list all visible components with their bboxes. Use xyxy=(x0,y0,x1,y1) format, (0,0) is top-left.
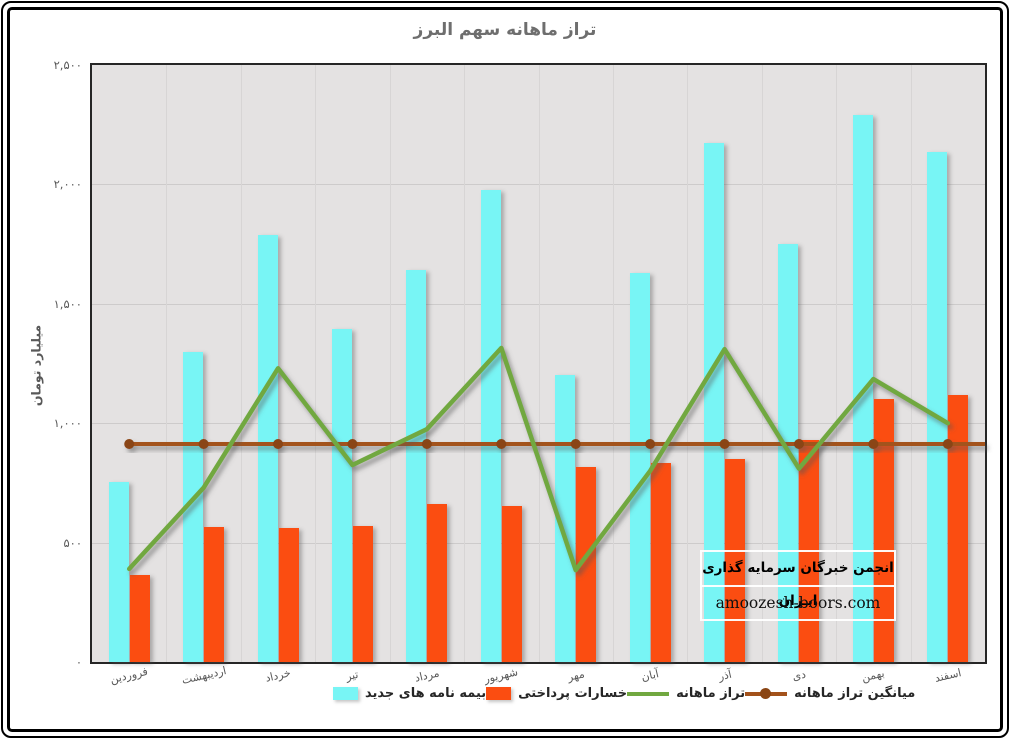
bar-paid-losses xyxy=(576,467,597,662)
bar-paid-losses xyxy=(204,527,225,662)
bar-new-policies xyxy=(108,481,129,662)
average-marker xyxy=(273,438,284,449)
legend-marker-average-line xyxy=(745,687,788,699)
average-marker xyxy=(868,438,879,449)
bar-paid-losses xyxy=(650,462,671,662)
legend-swatch-paid-losses xyxy=(486,687,512,700)
legend-label: تراز ماهانه xyxy=(676,686,746,701)
legend-label: خسارات پرداختی xyxy=(518,686,628,701)
legend-item: تراز ماهانه xyxy=(627,686,745,701)
bar-paid-losses xyxy=(352,525,373,662)
average-line xyxy=(124,438,985,449)
vertical-gridline xyxy=(836,65,838,662)
average-marker xyxy=(421,438,432,449)
legend-swatch-new-policies xyxy=(333,687,358,700)
legend-label: میانگین تراز ماهانه xyxy=(794,686,916,701)
bar-paid-losses xyxy=(427,504,448,662)
bar-new-policies xyxy=(331,328,352,662)
legend-marker-balance-line xyxy=(627,691,670,696)
balance-line xyxy=(126,345,951,573)
legend-item: میانگین تراز ماهانه xyxy=(745,686,915,701)
y-axis-title: میلیارد تومان xyxy=(28,324,44,407)
legend-label: بیمه نامه های جدید xyxy=(365,686,487,701)
average-marker xyxy=(645,438,656,449)
bar-new-policies xyxy=(257,234,278,662)
bar-paid-losses xyxy=(948,394,969,662)
bar-paid-losses xyxy=(129,574,150,662)
bar-new-policies xyxy=(704,142,725,662)
vertical-gridline xyxy=(464,65,466,662)
plot-area xyxy=(90,63,987,664)
y-tick-label: ۰ xyxy=(75,655,82,669)
bar-paid-losses xyxy=(278,528,299,662)
legend-item: خسارات پرداختی xyxy=(486,686,627,701)
vertical-gridline xyxy=(240,65,242,662)
vertical-gridline xyxy=(761,65,763,662)
watermark-box: انجمن خبرگان سرمایه گذاری ایـران amoozes… xyxy=(700,550,896,621)
vertical-gridline xyxy=(910,65,912,662)
bar-new-policies xyxy=(927,152,948,662)
average-marker xyxy=(793,438,804,449)
bar-new-policies xyxy=(555,375,576,662)
vertical-gridline xyxy=(166,65,168,662)
average-marker xyxy=(496,438,507,449)
y-tick-label: ۵۰۰ xyxy=(63,535,82,550)
y-tick-label: ۱,۰۰۰ xyxy=(53,416,82,431)
bar-paid-losses xyxy=(725,459,746,662)
legend-item: بیمه نامه های جدید xyxy=(333,686,486,701)
y-tick-label: ۱,۵۰۰ xyxy=(53,296,82,311)
vertical-gridline xyxy=(538,65,540,662)
average-marker xyxy=(198,438,209,449)
watermark-site-text: amoozesh-boors.com xyxy=(702,585,894,619)
y-tick-label: ۲,۰۰۰ xyxy=(53,177,82,192)
lines-layer xyxy=(124,345,985,573)
chart-title: تراز ماهانه سهم البرز xyxy=(413,20,597,40)
bar-new-policies xyxy=(480,190,501,662)
average-marker xyxy=(124,438,135,449)
legend: بیمه نامه های جدید خسارات پرداختی تراز ماه… xyxy=(333,686,915,701)
vertical-gridline xyxy=(389,65,391,662)
average-marker xyxy=(719,438,730,449)
bar-paid-losses xyxy=(873,399,894,662)
average-marker xyxy=(942,438,953,449)
watermark-association-text: انجمن خبرگان سرمایه گذاری ایـران xyxy=(702,560,894,609)
average-marker xyxy=(347,438,358,449)
bar-new-policies xyxy=(183,351,204,662)
vertical-gridline xyxy=(687,65,689,662)
bar-new-policies xyxy=(629,272,650,662)
vertical-gridline xyxy=(612,65,614,662)
bar-new-policies xyxy=(406,270,427,662)
bar-paid-losses xyxy=(501,505,522,662)
average-marker xyxy=(570,438,581,449)
legend-average-dot xyxy=(760,687,772,699)
y-tick-label: ۲,۵۰۰ xyxy=(53,58,82,72)
vertical-gridline xyxy=(315,65,317,662)
